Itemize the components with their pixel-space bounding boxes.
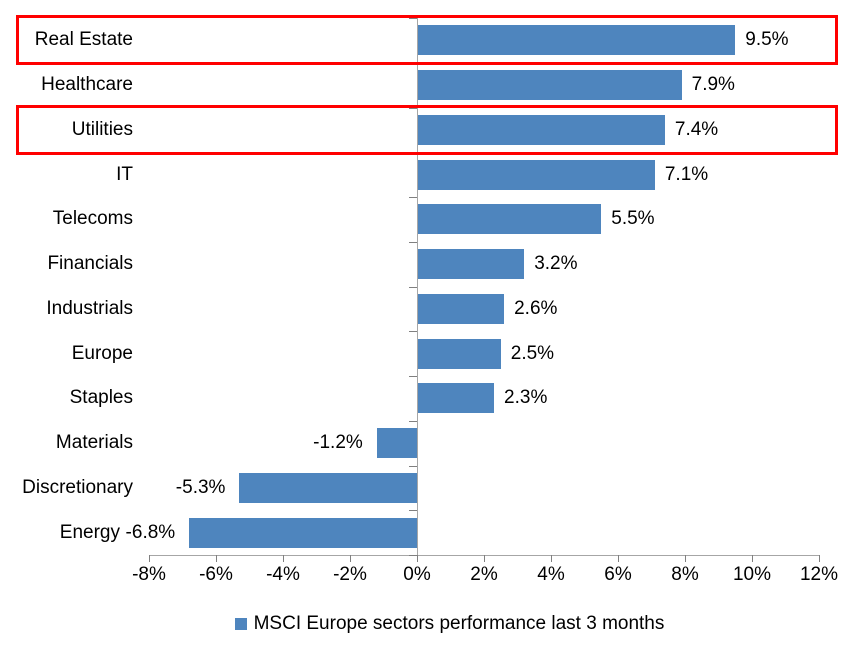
bar-telecoms xyxy=(417,204,602,235)
bar-industrials xyxy=(417,293,505,324)
x-tick-5 xyxy=(484,555,485,562)
category-label-financials: Financials xyxy=(47,253,133,275)
value-label-energy: -6.8% xyxy=(125,521,176,543)
bar-utilities xyxy=(417,114,665,145)
value-label-europe: 2.5% xyxy=(510,342,555,364)
category-label-energy: Energy xyxy=(59,521,120,543)
category-label-industrials: Industrials xyxy=(46,297,133,319)
x-tick-6 xyxy=(551,555,552,562)
bar-financials xyxy=(417,249,525,280)
category-tick-4 xyxy=(409,197,417,198)
category-label-it: IT xyxy=(116,163,133,185)
x-tick-label-7: 6% xyxy=(604,564,632,585)
category-label-healthcare: Healthcare xyxy=(41,74,133,96)
x-tick-label-4: 0% xyxy=(403,564,431,585)
bar-discretionary xyxy=(239,472,417,503)
category-label-europe: Europe xyxy=(71,342,133,364)
value-label-telecoms: 5.5% xyxy=(611,208,655,230)
x-tick-label-1: -6% xyxy=(199,564,233,585)
highlight-box-utilities xyxy=(16,104,838,155)
category-label-materials: Materials xyxy=(55,432,133,454)
bar-healthcare xyxy=(417,70,682,101)
bar-europe xyxy=(417,338,501,369)
x-tick-8 xyxy=(685,555,686,562)
x-tick-10 xyxy=(819,555,820,562)
category-tick-9 xyxy=(409,420,417,422)
category-tick-5 xyxy=(409,241,417,243)
bar-real-estate xyxy=(417,25,736,56)
category-tick-2 xyxy=(409,107,417,109)
category-tick-6 xyxy=(409,286,417,288)
legend-label: MSCI Europe sectors performance last 3 m… xyxy=(253,613,665,634)
value-label-healthcare: 7.9% xyxy=(691,74,735,96)
category-tick-12 xyxy=(409,555,417,556)
category-tick-11 xyxy=(409,510,417,512)
category-label-utilities: Utilities xyxy=(71,118,133,140)
x-tick-4 xyxy=(417,555,418,562)
bar-energy xyxy=(189,517,417,548)
category-tick-10 xyxy=(409,465,417,467)
category-tick-0 xyxy=(409,18,417,19)
x-tick-label-0: -8% xyxy=(132,564,166,585)
value-label-staples: 2.3% xyxy=(504,387,548,409)
x-tick-0 xyxy=(149,555,150,562)
category-label-telecoms: Telecoms xyxy=(52,208,133,230)
value-label-financials: 3.2% xyxy=(534,253,578,275)
x-tick-1 xyxy=(216,555,217,562)
legend: MSCI Europe sectors performance last 3 m… xyxy=(0,607,852,641)
x-tick-label-2: -4% xyxy=(266,564,300,585)
x-tick-2 xyxy=(283,555,284,562)
category-label-staples: Staples xyxy=(69,387,133,409)
x-tick-label-3: -2% xyxy=(333,564,367,585)
bar-it xyxy=(417,159,655,190)
category-tick-7 xyxy=(409,331,417,333)
value-label-materials: -1.2% xyxy=(313,432,363,454)
category-label-real-estate: Real Estate xyxy=(34,29,133,51)
category-tick-8 xyxy=(409,376,417,377)
value-label-utilities: 7.4% xyxy=(674,118,719,140)
category-label-discretionary: Discretionary xyxy=(22,476,133,498)
x-tick-label-5: 2% xyxy=(470,564,498,585)
value-label-it: 7.1% xyxy=(664,163,709,185)
x-tick-label-9: 10% xyxy=(732,564,772,585)
value-label-discretionary: -5.3% xyxy=(175,476,226,498)
x-tick-label-8: 8% xyxy=(671,564,699,585)
legend-color-swatch xyxy=(234,618,247,630)
x-tick-label-6: 4% xyxy=(537,564,565,585)
bar-materials xyxy=(376,428,417,459)
value-label-industrials: 2.6% xyxy=(514,297,558,319)
x-tick-label-10: 12% xyxy=(799,564,839,585)
bar-staples xyxy=(417,383,495,414)
x-tick-3 xyxy=(350,555,351,562)
value-label-real-estate: 9.5% xyxy=(745,29,789,51)
highlight-box-real-estate xyxy=(16,15,838,66)
x-tick-9 xyxy=(752,555,753,562)
y-axis-line xyxy=(417,18,418,555)
x-tick-7 xyxy=(618,555,619,562)
